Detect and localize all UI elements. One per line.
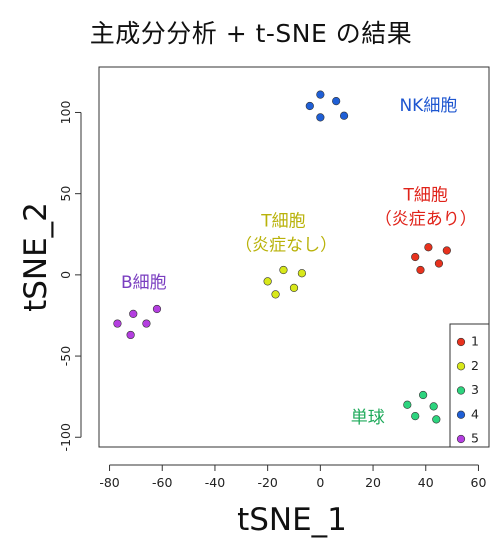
x-tick-label: -40 (205, 475, 225, 490)
x-tick-label: 20 (365, 475, 381, 490)
y-tick-label: 100 (58, 100, 73, 124)
data-point (263, 277, 272, 286)
legend-marker (456, 386, 466, 395)
data-point (416, 265, 425, 275)
data-point (305, 101, 314, 111)
data-point (429, 402, 438, 411)
plot-frame (98, 66, 490, 448)
y-axis-title: tSNE_2 (18, 202, 54, 312)
x-tick-label: -20 (257, 475, 277, 490)
x-axis-title: tSNE_1 (237, 502, 347, 538)
legend-marker (456, 434, 466, 444)
x-tick-label: -60 (152, 475, 172, 490)
legend: 1 2 3 4 5 (449, 323, 490, 448)
data-point (411, 412, 420, 421)
chart-title: 主成分分析 + t-SNE の結果 (89, 19, 413, 48)
legend-label: 2 (471, 358, 479, 373)
data-point (129, 309, 138, 318)
cluster-label: （炎症あり） (375, 210, 477, 230)
y-axis: -100 -50 0 50 100 (58, 100, 82, 451)
data-point (419, 390, 428, 400)
data-point (297, 269, 307, 278)
x-tick-label: 40 (418, 475, 434, 490)
cluster-label: 単球 (351, 408, 385, 428)
data-point (403, 400, 412, 409)
data-point (142, 319, 151, 328)
data-point (279, 265, 288, 275)
data-point (316, 113, 325, 122)
y-tick-label: 50 (58, 186, 73, 202)
data-point (434, 259, 444, 268)
legend-marker (456, 410, 466, 419)
data-point (316, 90, 325, 99)
legend-marker (456, 337, 466, 347)
data-point (152, 304, 162, 314)
data-point (113, 319, 122, 328)
data-point (411, 252, 420, 262)
legend-label: 1 (471, 334, 479, 349)
legend-marker (456, 362, 466, 371)
cluster-label: NK細胞 (399, 96, 457, 116)
x-axis: -80 -60 -40 -20 0 20 40 60 (99, 464, 487, 490)
data-point (271, 290, 280, 299)
cluster-label: B細胞 (121, 273, 167, 293)
y-tick-label: -100 (58, 423, 73, 451)
data-point (332, 97, 341, 106)
data-point (432, 415, 441, 424)
cluster-label: T細胞 (260, 211, 305, 231)
data-point (442, 246, 451, 255)
cluster-label: （炎症なし） (235, 236, 337, 256)
data-point (126, 330, 135, 340)
y-tick-label: -50 (58, 346, 73, 366)
cluster-label: T細胞 (403, 185, 448, 205)
data-point (339, 111, 349, 120)
legend-box (449, 323, 490, 448)
data-point (289, 283, 299, 292)
y-tick-label: 0 (58, 271, 73, 279)
x-tick-label: 0 (316, 475, 324, 490)
x-tick-label: -80 (99, 475, 119, 490)
legend-label: 5 (471, 431, 479, 446)
legend-label: 3 (471, 382, 479, 397)
data-points (113, 90, 451, 424)
x-tick-label: 60 (471, 475, 487, 490)
legend-label: 4 (471, 406, 479, 421)
data-point (424, 243, 433, 252)
